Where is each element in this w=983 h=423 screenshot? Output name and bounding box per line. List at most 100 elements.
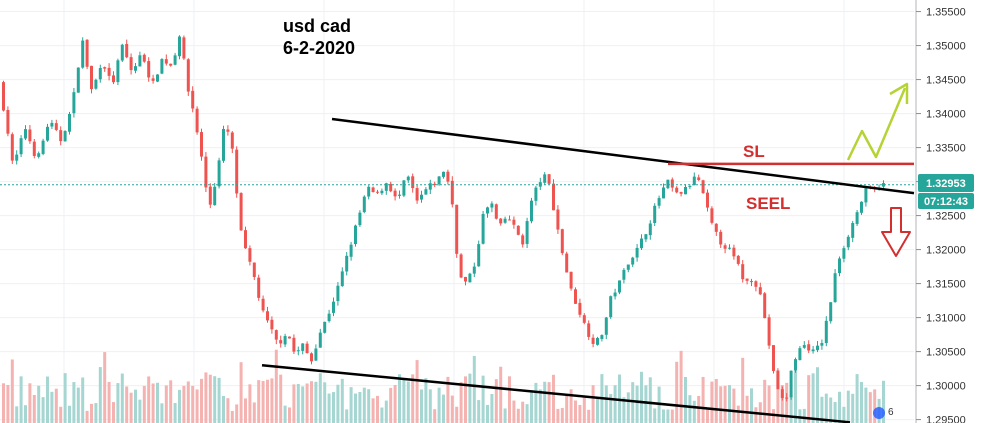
candle-body (494, 204, 498, 219)
candle-body (120, 44, 124, 61)
volume-bar (112, 402, 115, 423)
candle-body (666, 179, 670, 189)
candle-body (411, 176, 415, 189)
volume-bar (565, 395, 569, 423)
volume-bar (50, 391, 54, 423)
candle-body (200, 132, 203, 157)
grid-lines (0, 0, 914, 423)
candle-body (46, 126, 49, 141)
candle-body (195, 108, 199, 133)
candle-body (296, 350, 300, 352)
candle-body (37, 153, 41, 157)
trendline-lower (261, 363, 851, 423)
candle-body (15, 154, 19, 161)
volume-bar (257, 380, 261, 423)
volume-bar (169, 380, 173, 423)
candle-body (283, 336, 287, 345)
candle-body (714, 223, 718, 232)
candle-body (860, 201, 863, 213)
candle-body (490, 203, 494, 208)
candle-body (657, 198, 661, 206)
volume-bar (516, 408, 520, 423)
volume-bar (631, 382, 635, 423)
candle-body (719, 231, 723, 245)
volume-bar (446, 376, 450, 423)
volume-bar (543, 381, 547, 423)
volume-bar (692, 400, 696, 423)
volume-bar (719, 386, 723, 423)
candle-body (442, 171, 445, 177)
trendline-upper (331, 117, 915, 195)
corner-indicator[interactable]: 6 (873, 407, 894, 419)
candle-body (464, 276, 467, 282)
candle-body (257, 277, 261, 298)
volume-bar (666, 409, 670, 423)
candle-body (107, 67, 111, 76)
candle-body (565, 253, 569, 273)
volume-bar (494, 379, 498, 423)
candle-body (125, 43, 129, 58)
volume-bar (125, 386, 129, 423)
candle-body (327, 313, 331, 322)
candle-body (420, 194, 423, 200)
candle-body (780, 389, 784, 398)
candle-body (226, 129, 230, 132)
volume-bar (354, 393, 357, 423)
volume-bar (433, 409, 437, 423)
volume-bar (468, 373, 472, 423)
volume-bar (200, 378, 203, 423)
candle-body (582, 315, 586, 323)
candle-body (530, 200, 533, 222)
volume-bar (160, 403, 164, 423)
volume-bar (371, 398, 375, 423)
volume-bar (380, 407, 384, 423)
sl-label: SL (743, 142, 765, 161)
volume-bar (604, 385, 608, 423)
volume-bar (697, 395, 701, 423)
volume-bar (750, 388, 753, 423)
candle-body (266, 311, 269, 321)
candle-body (59, 130, 63, 142)
volume-bar (217, 377, 221, 423)
volume-bar (296, 383, 300, 423)
candle-body (600, 335, 604, 339)
volume-bar (653, 408, 657, 423)
candle-body (547, 174, 551, 184)
volume-bar (596, 397, 599, 423)
y-tick-label: 1.31500 (926, 279, 966, 291)
candle-body (217, 160, 221, 187)
candle-body (864, 188, 868, 203)
volume-bar (706, 408, 709, 423)
candle-body (468, 273, 472, 283)
volume-bar (402, 378, 406, 423)
volume-bar (785, 382, 789, 423)
candle-body (521, 235, 525, 245)
volume-bar (503, 408, 507, 423)
candle-body (94, 79, 98, 89)
candle-body (323, 321, 327, 333)
volume-bar (98, 367, 102, 423)
candle-body (697, 177, 701, 180)
candle-body (622, 269, 626, 280)
candle-body (235, 149, 239, 194)
candle-body (54, 123, 58, 130)
volume-bar (261, 380, 265, 423)
volume-bar (701, 376, 705, 423)
volume-bar (393, 384, 397, 423)
candle-body (28, 129, 32, 142)
y-tick-label: 1.31000 (926, 313, 966, 325)
volume-bar (415, 360, 419, 423)
volume-bar (389, 387, 393, 423)
candle-body (19, 138, 23, 155)
candle-body (156, 74, 159, 82)
candle-body (534, 187, 538, 201)
volume-bar (204, 372, 208, 423)
y-tick-label: 1.34000 (926, 109, 966, 121)
volume-bar (794, 368, 797, 423)
candle-body (239, 193, 243, 231)
countdown-value: 07:12:43 (924, 196, 968, 208)
volume-bar (552, 374, 555, 423)
volume-bar (842, 406, 846, 423)
volume-bar (450, 395, 454, 423)
